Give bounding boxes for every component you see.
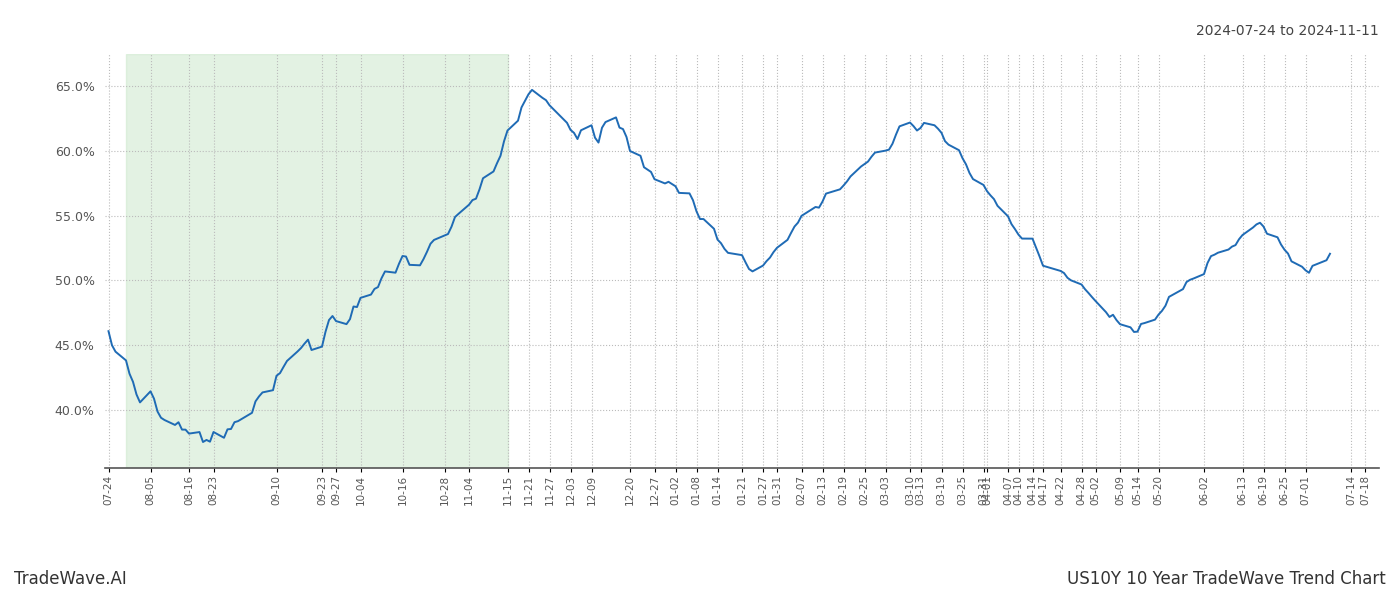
Text: TradeWave.AI: TradeWave.AI <box>14 570 127 588</box>
Bar <box>126 54 508 468</box>
Text: 2024-07-24 to 2024-11-11: 2024-07-24 to 2024-11-11 <box>1196 24 1379 38</box>
Text: US10Y 10 Year TradeWave Trend Chart: US10Y 10 Year TradeWave Trend Chart <box>1067 570 1386 588</box>
